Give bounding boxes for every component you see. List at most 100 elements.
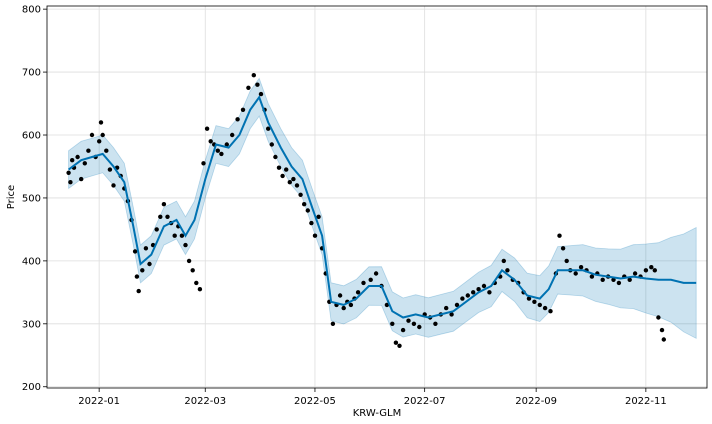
observed-point xyxy=(368,277,373,282)
x-tick-label: 2022-01 xyxy=(78,396,120,407)
observed-point xyxy=(235,117,240,122)
observed-point xyxy=(589,274,595,279)
observed-point xyxy=(444,305,449,311)
observed-point xyxy=(454,302,460,308)
x-tick-label: 2022-03 xyxy=(184,396,226,407)
observed-point xyxy=(183,242,188,248)
observed-point xyxy=(82,161,88,166)
observed-point xyxy=(411,321,417,326)
observed-point xyxy=(481,283,487,289)
observed-point xyxy=(147,261,152,267)
observed-point xyxy=(611,277,616,282)
observed-point xyxy=(132,249,138,254)
observed-point xyxy=(107,167,113,172)
observed-point xyxy=(312,233,318,238)
observed-point xyxy=(564,258,569,264)
observed-point xyxy=(240,107,246,113)
observed-point xyxy=(309,220,314,226)
observed-point xyxy=(215,148,220,153)
observed-point xyxy=(305,208,310,213)
observed-point xyxy=(276,165,282,170)
y-tick-label: 200 xyxy=(22,382,41,393)
observed-point xyxy=(70,158,75,163)
y-tick-label: 800 xyxy=(22,5,41,16)
observed-point xyxy=(68,180,73,185)
observed-point xyxy=(355,290,361,295)
observed-point xyxy=(526,296,532,301)
observed-point xyxy=(140,268,145,273)
observed-point xyxy=(417,324,422,330)
x-tick-label: 2022-05 xyxy=(294,396,336,407)
observed-point xyxy=(172,233,177,238)
observed-point xyxy=(542,305,548,311)
observed-point xyxy=(465,293,470,298)
observed-point xyxy=(505,268,510,273)
observed-point xyxy=(197,287,203,292)
observed-point xyxy=(487,290,492,295)
observed-point xyxy=(255,82,260,87)
observed-point xyxy=(136,288,141,294)
observed-point xyxy=(560,246,566,251)
observed-point xyxy=(298,192,303,197)
observed-point xyxy=(179,233,185,238)
observed-point xyxy=(269,142,274,147)
observed-point xyxy=(337,293,343,298)
observed-point xyxy=(75,154,80,160)
observed-point xyxy=(406,318,411,323)
x-axis-label: KRW-GLM xyxy=(353,408,402,419)
observed-point xyxy=(616,280,622,286)
y-axis-ticks: 200 300 400 500 600 700 800 xyxy=(22,5,47,393)
observed-point xyxy=(66,170,71,175)
y-tick-label: 600 xyxy=(22,131,41,142)
observed-point xyxy=(284,167,289,172)
observed-point xyxy=(294,183,300,188)
observed-point xyxy=(246,85,251,91)
plot-frame xyxy=(46,5,708,389)
observed-point xyxy=(557,233,562,238)
observed-point xyxy=(532,299,537,304)
observed-point xyxy=(373,271,379,276)
observed-point xyxy=(280,173,285,179)
x-tick-label: 2022-09 xyxy=(515,396,557,407)
y-tick-label: 500 xyxy=(22,193,41,204)
observed-point xyxy=(390,321,395,326)
observed-point xyxy=(341,305,346,311)
observed-point xyxy=(89,132,95,138)
observed-point xyxy=(97,139,102,144)
observed-point xyxy=(154,227,159,232)
observed-point xyxy=(449,312,454,317)
observed-point xyxy=(659,327,665,333)
observed-point xyxy=(208,139,213,144)
x-axis-ticks: 2022-01 2022-03 2022-05 2022-07 2022-09 2022-… xyxy=(78,388,667,407)
observed-point xyxy=(158,214,163,219)
observed-point xyxy=(578,265,584,270)
observed-point xyxy=(548,309,553,314)
observed-point xyxy=(573,271,578,276)
observed-point xyxy=(656,315,661,320)
observed-point xyxy=(104,148,109,153)
y-tick-label: 400 xyxy=(22,256,41,267)
observed-point xyxy=(100,132,105,138)
observed-point xyxy=(384,302,390,308)
observed-point xyxy=(219,151,224,157)
forecast-line-group xyxy=(68,95,697,319)
observed-point xyxy=(393,340,399,345)
observed-point xyxy=(98,120,104,125)
observed-point xyxy=(348,302,354,308)
observed-point xyxy=(230,132,235,138)
observed-point xyxy=(330,321,336,326)
observed-point xyxy=(143,246,149,251)
observed-point xyxy=(649,265,654,270)
y-tick-label: 300 xyxy=(22,319,41,330)
observed-point xyxy=(476,287,481,292)
observed-point xyxy=(251,73,256,78)
forecast-line xyxy=(68,95,697,319)
observed-point xyxy=(201,161,206,166)
observed-point xyxy=(652,268,657,273)
observed-point xyxy=(224,142,229,147)
observed-point xyxy=(194,280,199,286)
observed-point xyxy=(460,296,465,301)
observed-point xyxy=(165,214,170,219)
observed-point xyxy=(627,277,632,282)
